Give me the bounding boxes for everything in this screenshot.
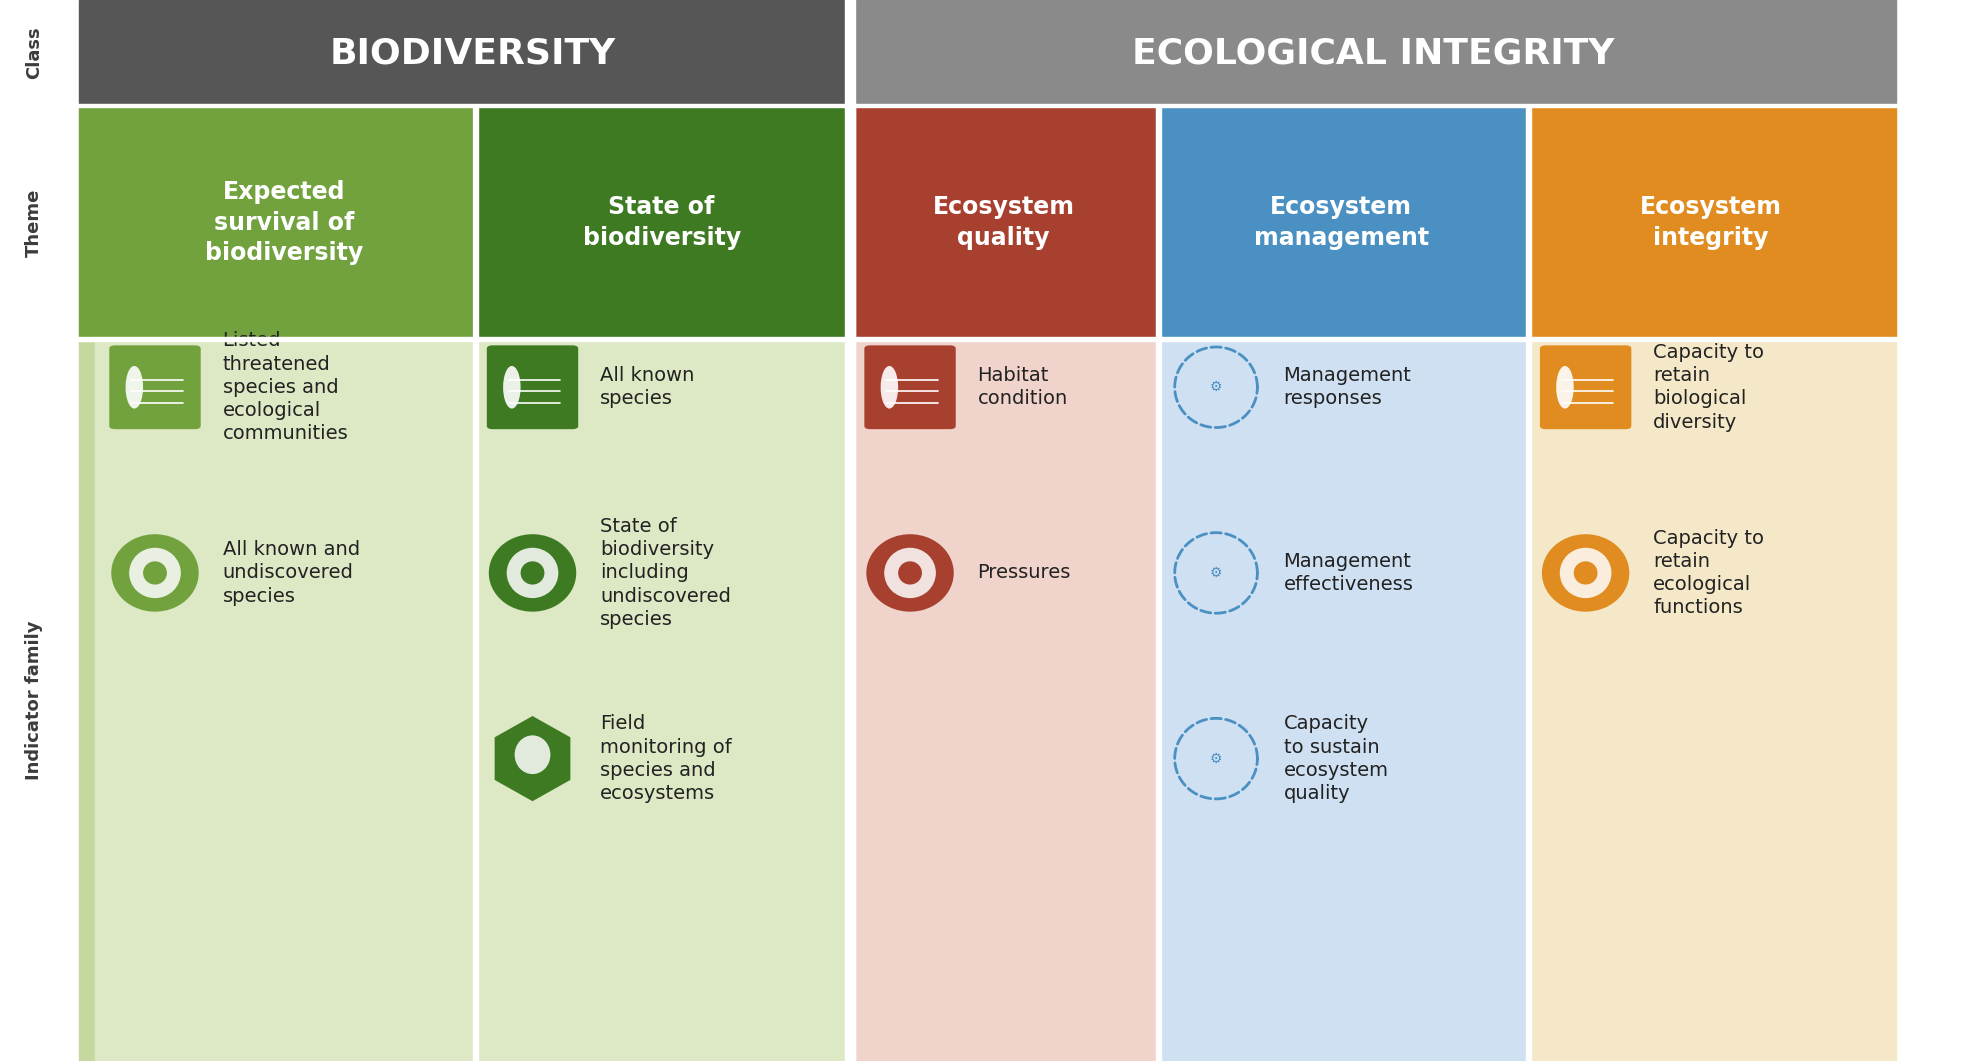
Ellipse shape: [143, 561, 167, 585]
Bar: [473, 340, 479, 1061]
Bar: [850, 0, 1896, 106]
Text: Management
responses: Management responses: [1284, 366, 1411, 408]
Ellipse shape: [521, 561, 544, 585]
FancyBboxPatch shape: [864, 346, 956, 429]
Bar: [1526, 106, 1896, 340]
Ellipse shape: [515, 735, 550, 775]
Bar: [850, 340, 854, 1061]
Text: Capacity
to sustain
ecosystem
quality: Capacity to sustain ecosystem quality: [1284, 714, 1389, 803]
Bar: [0, 0, 95, 1061]
Ellipse shape: [503, 366, 521, 408]
Text: State of
biodiversity
including
undiscovered
species: State of biodiversity including undiscov…: [600, 517, 731, 629]
Bar: [473, 106, 479, 340]
Ellipse shape: [125, 366, 143, 408]
Bar: [95, 106, 473, 340]
Ellipse shape: [507, 547, 558, 598]
Bar: [473, 340, 850, 1061]
Text: Habitat
condition: Habitat condition: [978, 366, 1067, 408]
Ellipse shape: [111, 534, 199, 611]
Bar: [1156, 106, 1160, 340]
Bar: [1526, 340, 1896, 1061]
Text: Indicator family: Indicator family: [26, 621, 44, 780]
Ellipse shape: [1560, 547, 1611, 598]
Bar: [95, 340, 473, 1061]
Ellipse shape: [884, 547, 936, 598]
Text: Field
monitoring of
species and
ecosystems: Field monitoring of species and ecosyste…: [600, 714, 731, 803]
Bar: [95, 0, 850, 106]
Bar: [0, 104, 1987, 107]
Text: Pressures: Pressures: [978, 563, 1071, 582]
Ellipse shape: [1574, 561, 1598, 585]
Text: ⚙: ⚙: [1210, 380, 1222, 395]
Text: Capacity to
retain
ecological
functions: Capacity to retain ecological functions: [1653, 528, 1764, 618]
Bar: [1156, 340, 1160, 1061]
Text: Theme: Theme: [26, 189, 44, 257]
Bar: [850, 106, 1156, 340]
Bar: [1156, 106, 1526, 340]
FancyBboxPatch shape: [487, 346, 578, 429]
Bar: [850, 106, 854, 340]
Bar: [846, 0, 854, 106]
Ellipse shape: [1556, 366, 1574, 408]
Bar: [850, 340, 1156, 1061]
Text: State of
biodiversity: State of biodiversity: [582, 195, 741, 250]
Bar: [79, 340, 95, 1061]
Text: BIODIVERSITY: BIODIVERSITY: [330, 36, 616, 70]
Bar: [79, 0, 95, 106]
FancyBboxPatch shape: [109, 346, 201, 429]
Text: Ecosystem
quality: Ecosystem quality: [932, 195, 1075, 250]
Bar: [1526, 340, 1530, 1061]
Bar: [473, 106, 850, 340]
Bar: [1156, 340, 1526, 1061]
Text: ⚙: ⚙: [1210, 751, 1222, 766]
Bar: [0, 337, 1987, 341]
Text: Expected
survival of
biodiversity: Expected survival of biodiversity: [205, 180, 364, 265]
Bar: [79, 106, 95, 340]
FancyBboxPatch shape: [1540, 346, 1631, 429]
Text: All known
species: All known species: [600, 366, 693, 408]
Text: Capacity to
retain
biological
diversity: Capacity to retain biological diversity: [1653, 343, 1764, 432]
Text: Management
effectiveness: Management effectiveness: [1284, 552, 1413, 594]
Bar: [1526, 106, 1530, 340]
Ellipse shape: [880, 366, 898, 408]
Ellipse shape: [1542, 534, 1629, 611]
Ellipse shape: [866, 534, 954, 611]
Bar: [495, 350, 525, 424]
Bar: [117, 350, 147, 424]
Text: Class: Class: [26, 27, 44, 80]
Text: Listed
threatened
species and
ecological
communities: Listed threatened species and ecological…: [223, 331, 348, 443]
Text: Ecosystem
integrity: Ecosystem integrity: [1639, 195, 1782, 250]
Ellipse shape: [898, 561, 922, 585]
Ellipse shape: [489, 534, 576, 611]
Bar: [1548, 350, 1578, 424]
Bar: [846, 340, 854, 1061]
Ellipse shape: [129, 547, 181, 598]
Text: All known and
undiscovered
species: All known and undiscovered species: [223, 540, 360, 606]
Text: Ecosystem
management: Ecosystem management: [1254, 195, 1429, 250]
Bar: [872, 350, 902, 424]
Text: ⚙: ⚙: [1210, 566, 1222, 580]
Polygon shape: [495, 716, 570, 801]
Text: ECOLOGICAL INTEGRITY: ECOLOGICAL INTEGRITY: [1133, 36, 1613, 70]
Bar: [846, 106, 854, 340]
